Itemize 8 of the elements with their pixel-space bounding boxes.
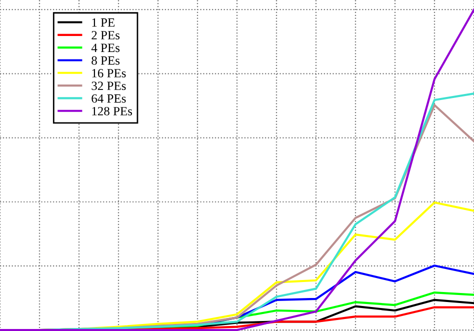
legend-label: 2 PEs	[92, 31, 120, 40]
legend-label: 4 PEs	[91, 44, 120, 52]
legend-label: 16 PEs	[92, 68, 126, 78]
legend-label: 8 PEs	[92, 56, 120, 65]
legend-label: 64 PEs	[92, 94, 126, 103]
legend-label: 1 PE	[92, 18, 114, 27]
legend-label: 32 PEs	[92, 82, 126, 90]
legend-label: 128 PEs	[92, 106, 132, 116]
